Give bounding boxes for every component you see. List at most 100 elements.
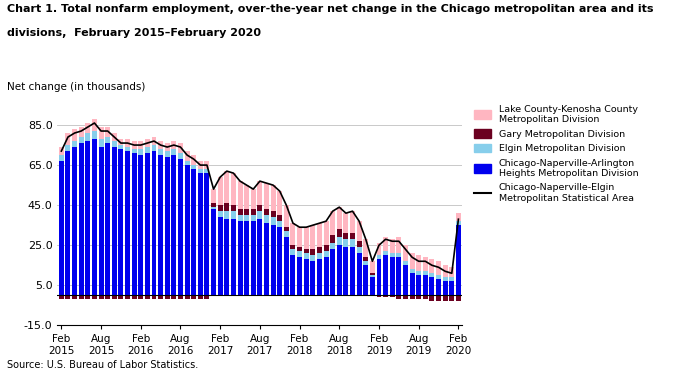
Bar bbox=[456, 221, 461, 225]
Bar bbox=[65, 295, 70, 299]
Bar bbox=[132, 295, 136, 299]
Bar bbox=[231, 211, 236, 219]
Bar bbox=[224, 203, 230, 211]
Bar bbox=[112, 141, 117, 147]
Bar bbox=[317, 223, 322, 247]
Bar bbox=[443, 265, 448, 277]
Bar bbox=[171, 155, 176, 295]
Bar bbox=[105, 127, 110, 137]
Bar bbox=[429, 277, 435, 295]
Bar bbox=[423, 271, 428, 275]
Bar bbox=[251, 221, 256, 295]
Bar bbox=[238, 221, 242, 295]
Bar bbox=[277, 215, 282, 221]
Bar bbox=[310, 225, 315, 249]
Bar bbox=[264, 223, 269, 295]
Bar bbox=[310, 255, 315, 261]
Bar bbox=[138, 149, 143, 155]
Bar bbox=[191, 295, 196, 299]
Bar bbox=[244, 221, 249, 295]
Bar bbox=[264, 183, 269, 209]
Bar bbox=[330, 235, 335, 243]
Bar bbox=[356, 221, 362, 241]
Bar bbox=[423, 257, 428, 271]
Bar bbox=[145, 139, 150, 147]
Bar bbox=[429, 295, 435, 301]
Bar bbox=[277, 191, 282, 215]
Bar bbox=[165, 295, 169, 299]
Bar bbox=[429, 273, 435, 277]
Bar bbox=[205, 169, 209, 173]
Bar bbox=[383, 255, 388, 295]
Bar bbox=[211, 203, 216, 207]
Bar bbox=[158, 155, 163, 295]
Bar bbox=[251, 189, 256, 209]
Bar bbox=[158, 141, 163, 149]
Bar bbox=[65, 151, 70, 295]
Bar bbox=[323, 221, 329, 245]
Bar bbox=[251, 209, 256, 215]
Bar bbox=[205, 161, 209, 169]
Bar bbox=[178, 295, 183, 299]
Bar bbox=[217, 205, 223, 211]
Bar bbox=[99, 147, 103, 295]
Bar bbox=[165, 151, 169, 157]
Bar bbox=[65, 145, 70, 151]
Bar bbox=[363, 265, 369, 295]
Bar bbox=[132, 141, 136, 149]
Bar bbox=[396, 295, 402, 299]
Bar bbox=[99, 127, 103, 139]
Bar bbox=[356, 241, 362, 247]
Bar bbox=[178, 143, 183, 153]
Bar bbox=[317, 259, 322, 295]
Bar bbox=[330, 249, 335, 295]
Bar bbox=[290, 255, 296, 295]
Bar bbox=[125, 139, 130, 147]
Bar bbox=[85, 295, 90, 299]
Bar bbox=[389, 295, 395, 297]
Bar bbox=[297, 227, 302, 247]
Bar bbox=[92, 139, 97, 295]
Bar bbox=[158, 149, 163, 155]
Bar bbox=[92, 131, 97, 139]
Bar bbox=[396, 257, 402, 295]
Bar bbox=[132, 149, 136, 153]
Bar bbox=[277, 221, 282, 227]
Bar bbox=[72, 295, 77, 299]
Bar bbox=[151, 145, 157, 151]
Bar bbox=[211, 189, 216, 203]
Bar bbox=[224, 211, 230, 219]
Bar bbox=[244, 209, 249, 215]
Bar bbox=[205, 295, 209, 299]
Bar bbox=[125, 147, 130, 151]
Bar bbox=[257, 181, 263, 205]
Bar bbox=[410, 269, 414, 273]
Bar bbox=[450, 281, 454, 295]
Bar bbox=[217, 217, 223, 295]
Bar bbox=[344, 247, 348, 295]
Bar bbox=[403, 245, 408, 261]
Bar bbox=[138, 295, 143, 299]
Bar bbox=[211, 209, 216, 295]
Bar bbox=[363, 257, 369, 261]
Text: divisions,  February 2015–February 2020: divisions, February 2015–February 2020 bbox=[7, 28, 261, 38]
Bar bbox=[344, 233, 348, 239]
Bar bbox=[317, 247, 322, 253]
Bar bbox=[284, 205, 289, 227]
Bar bbox=[410, 273, 414, 295]
Bar bbox=[389, 239, 395, 253]
Bar bbox=[238, 181, 242, 209]
Bar bbox=[410, 295, 414, 299]
Bar bbox=[271, 211, 275, 217]
Bar bbox=[231, 173, 236, 205]
Bar bbox=[231, 219, 236, 295]
Bar bbox=[257, 205, 263, 211]
Bar bbox=[304, 227, 308, 249]
Bar bbox=[403, 265, 408, 295]
Bar bbox=[205, 173, 209, 295]
Bar bbox=[350, 247, 355, 295]
Bar bbox=[85, 141, 90, 295]
Bar bbox=[290, 249, 296, 255]
Bar bbox=[72, 141, 77, 147]
Bar bbox=[99, 139, 103, 147]
